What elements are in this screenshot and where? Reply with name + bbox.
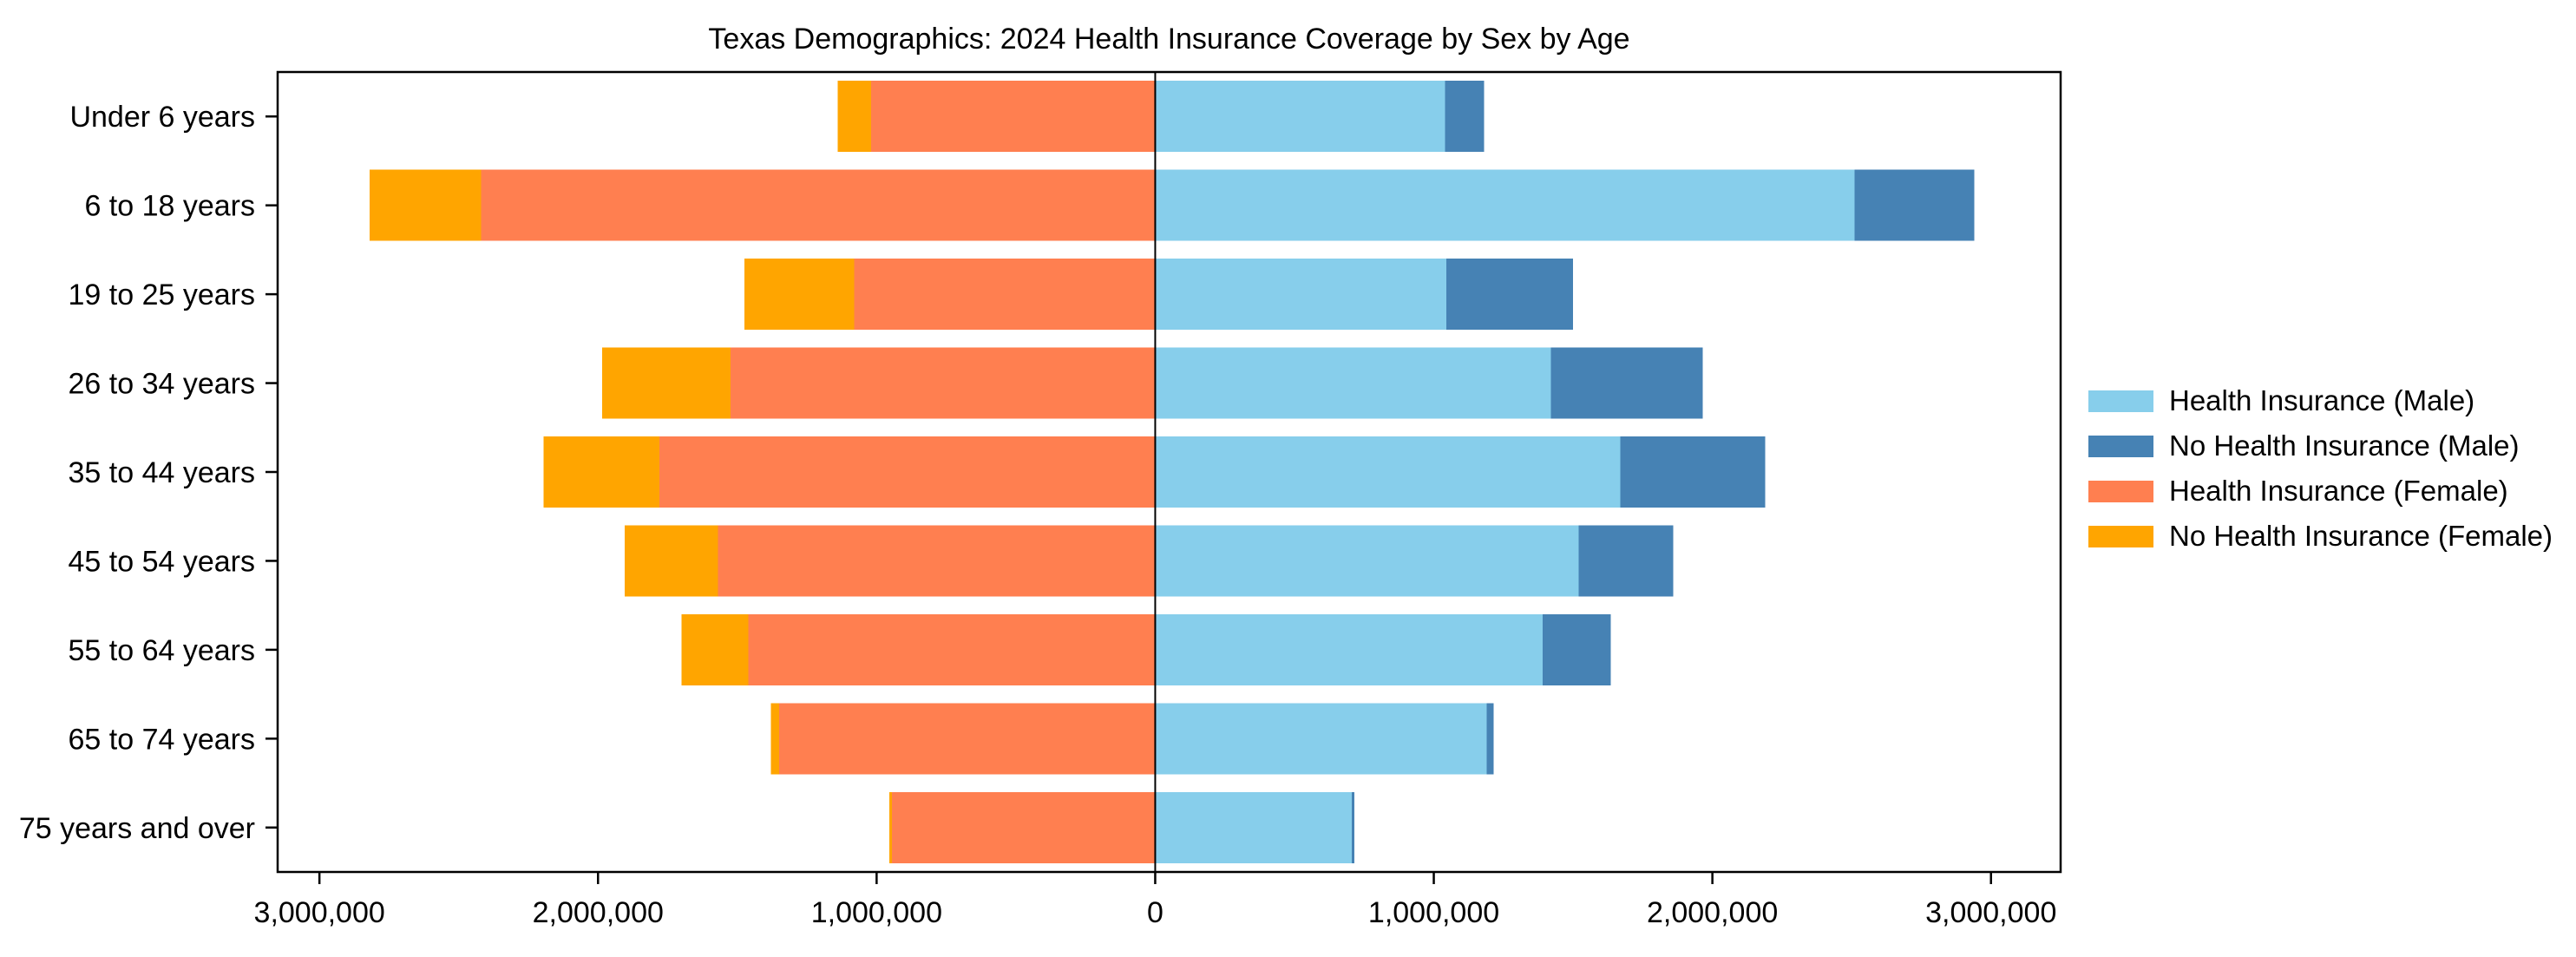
bar-segment-health-insurance-female--row-0 [870, 81, 1156, 153]
x-tick-label-1: 2,000,000 [533, 896, 664, 929]
bar-segment-health-insurance-female--row-3 [730, 347, 1156, 419]
chart-legend: Health Insurance (Male) No Health Insura… [2088, 378, 2553, 559]
plot-border [276, 70, 2062, 874]
legend-swatch-no-hi-female-icon [2088, 525, 2153, 547]
bar-segment-no-health-insurance-male--row-6 [1542, 613, 1611, 685]
legend-label-hi-female: Health Insurance (Female) [2169, 475, 2508, 507]
x-tick-label-6: 3,000,000 [1925, 896, 2056, 929]
y-category-label-2: 19 to 25 years [69, 279, 255, 311]
bar-segment-no-health-insurance-male--row-2 [1445, 259, 1574, 331]
bar-segment-no-health-insurance-male--row-4 [1620, 436, 1766, 508]
bar-segment-health-insurance-male--row-2 [1155, 259, 1446, 331]
x-tick-label-0: 3,000,000 [254, 896, 385, 929]
legend-label-no-hi-male: No Health Insurance (Male) [2169, 429, 2520, 462]
bar-segment-no-health-insurance-female--row-5 [624, 525, 718, 597]
y-category-label-7: 65 to 74 years [69, 723, 255, 756]
bar-segment-no-health-insurance-male--row-0 [1445, 81, 1485, 153]
bar-segment-health-insurance-female--row-2 [854, 259, 1156, 331]
y-category-label-6: 55 to 64 years [69, 634, 255, 667]
bar-segment-health-insurance-female--row-5 [718, 525, 1156, 597]
x-tick-label-4: 1,000,000 [1368, 896, 1499, 929]
y-category-label-5: 45 to 54 years [69, 545, 255, 578]
bar-segment-no-health-insurance-male--row-5 [1578, 525, 1674, 597]
chart-title: Texas Demographics: 2024 Health Insuranc… [708, 23, 1630, 56]
legend-item-hi-female: Health Insurance (Female) [2088, 469, 2553, 514]
legend-label-hi-male: Health Insurance (Male) [2169, 384, 2475, 416]
legend-swatch-hi-female-icon [2088, 480, 2153, 502]
y-category-label-8: 75 years and over [19, 812, 255, 845]
legend-item-no-hi-female: No Health Insurance (Female) [2088, 514, 2553, 559]
y-category-label-1: 6 to 18 years [84, 190, 255, 223]
bar-segment-no-health-insurance-female--row-4 [543, 436, 659, 508]
x-tick-label-3: 0 [1147, 896, 1163, 929]
y-category-label-0: Under 6 years [69, 101, 255, 134]
bar-segment-no-health-insurance-female--row-0 [837, 81, 871, 153]
bar-segment-health-insurance-female--row-7 [778, 703, 1156, 775]
bar-segment-health-insurance-male--row-4 [1155, 436, 1621, 508]
bar-segment-no-health-insurance-male--row-7 [1486, 703, 1494, 775]
x-tick-label-5: 2,000,000 [1647, 896, 1778, 929]
bar-segment-no-health-insurance-female--row-1 [369, 169, 482, 241]
legend-item-no-hi-male: No Health Insurance (Male) [2088, 423, 2553, 469]
bar-segment-health-insurance-female--row-8 [892, 791, 1156, 863]
bar-segment-no-health-insurance-male--row-1 [1854, 169, 1975, 241]
bar-segment-no-health-insurance-male--row-8 [1351, 791, 1355, 863]
bar-segment-health-insurance-male--row-6 [1155, 613, 1543, 685]
legend-swatch-hi-male-icon [2088, 390, 2153, 412]
bar-segment-health-insurance-male--row-1 [1155, 169, 1855, 241]
legend-swatch-no-hi-male-icon [2088, 435, 2153, 457]
bar-segment-no-health-insurance-female--row-3 [602, 347, 731, 419]
y-category-label-4: 35 to 44 years [69, 456, 255, 489]
bar-segment-no-health-insurance-female--row-7 [770, 703, 779, 775]
bar-segment-health-insurance-female--row-1 [481, 169, 1156, 241]
bar-segment-health-insurance-male--row-5 [1155, 525, 1579, 597]
x-tick-label-2: 1,000,000 [811, 896, 942, 929]
bar-segment-no-health-insurance-male--row-3 [1550, 347, 1703, 419]
legend-label-no-hi-female: No Health Insurance (Female) [2169, 520, 2553, 552]
bar-segment-health-insurance-male--row-3 [1155, 347, 1551, 419]
bar-segment-health-insurance-male--row-7 [1155, 703, 1487, 775]
bar-segment-health-insurance-male--row-8 [1155, 791, 1352, 863]
bar-segment-health-insurance-female--row-6 [748, 613, 1156, 685]
y-category-label-3: 26 to 34 years [69, 368, 255, 401]
bar-segment-health-insurance-male--row-0 [1155, 81, 1445, 153]
bar-segment-no-health-insurance-female--row-2 [744, 259, 855, 331]
legend-item-hi-male: Health Insurance (Male) [2088, 378, 2553, 423]
bar-segment-no-health-insurance-female--row-6 [681, 613, 749, 685]
bar-segment-health-insurance-female--row-4 [659, 436, 1156, 508]
bar-segment-no-health-insurance-female--row-8 [888, 791, 893, 863]
